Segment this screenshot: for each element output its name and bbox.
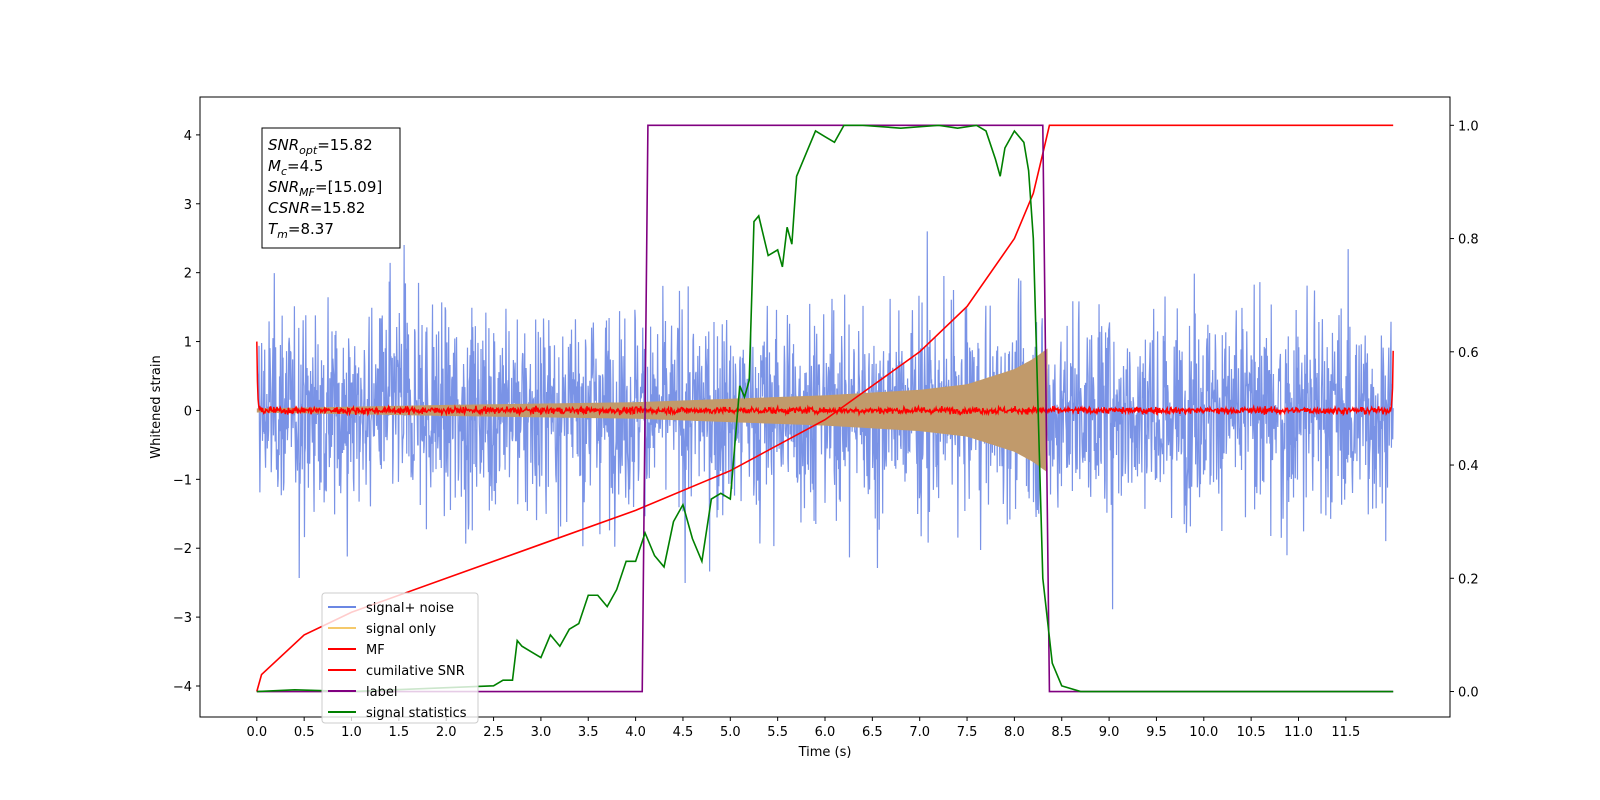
x-tick-label: 7.5 <box>957 725 978 740</box>
x-tick-label: 2.0 <box>436 725 457 740</box>
x-tick-label: 8.5 <box>1051 725 1072 740</box>
y-axis-right: 0.0 0.2 0.4 0.6 0.8 1.0 <box>1450 119 1479 701</box>
y-right-tick-label: 0.0 <box>1458 686 1479 701</box>
y-left-tick-label: 4 <box>184 129 192 144</box>
annotation-line: CSNR=15.82 <box>268 199 365 217</box>
x-tick-label: 0.5 <box>294 725 315 740</box>
x-tick-label: 1.0 <box>341 725 362 740</box>
x-tick-label: 4.5 <box>673 725 694 740</box>
x-tick-label: 9.0 <box>1099 725 1120 740</box>
x-tick-label: 3.0 <box>531 725 552 740</box>
x-tick-label: 1.5 <box>389 725 410 740</box>
x-tick-label: 6.5 <box>862 725 883 740</box>
x-tick-label: 7.0 <box>909 725 930 740</box>
y-left-tick-label: 2 <box>184 267 192 282</box>
series-signal-noise-line <box>256 231 1394 610</box>
x-tick-label: 2.5 <box>483 725 504 740</box>
legend-label-cumilative-snr: cumilative SNR <box>366 664 465 679</box>
y-axis-label: Whitened strain <box>149 355 164 458</box>
y-left-tick-label: −4 <box>173 680 192 695</box>
x-tick-label: 6.0 <box>815 725 836 740</box>
x-tick-label: 8.0 <box>1004 725 1025 740</box>
x-tick-label: 5.5 <box>767 725 788 740</box>
x-tick-label: 5.0 <box>720 725 741 740</box>
annotation-line: Tm=8.37 <box>268 220 334 241</box>
y-left-tick-label: −3 <box>173 611 192 626</box>
legend-label-signal-only: signal only <box>366 622 436 637</box>
y-left-tick-label: 1 <box>184 336 192 351</box>
x-tick-label: 4.0 <box>625 725 646 740</box>
legend-frame <box>321 592 479 724</box>
x-axis: 0.0 0.5 1.0 1.5 2.0 2.5 3.0 3.5 4.0 4.5 5.0 5.5 6.0 6… <box>246 717 1360 740</box>
legend-label-label: label <box>366 685 397 700</box>
parameter-annotation-box: SNRopt=15.82Mc=4.5SNRMF=[15.09]CSNR=15.8… <box>261 127 401 249</box>
annotation-frame <box>261 127 401 249</box>
y-right-tick-label: 0.8 <box>1458 233 1479 248</box>
y-left-tick-label: 3 <box>184 198 192 213</box>
series-signal-statistics-line <box>256 124 1394 693</box>
x-axis-label: Time (s) <box>798 745 852 760</box>
annotation-line: SNRopt=15.82 <box>268 136 373 157</box>
y-left-tick-label: −2 <box>173 542 192 557</box>
legend-label-signal-statistics: signal statistics <box>366 706 467 721</box>
legend: signal+ noise signal only MF cumilative SNR… <box>321 592 479 724</box>
x-tick-label: 9.5 <box>1146 725 1167 740</box>
legend-label-signal-noise: signal+ noise <box>366 601 454 616</box>
y-axis-left: −4 −3 −2 −1 0 1 2 3 4 <box>173 129 200 695</box>
x-tick-label: 0.0 <box>246 725 267 740</box>
y-left-tick-label: −1 <box>173 473 192 488</box>
y-right-tick-label: 0.4 <box>1458 459 1479 474</box>
x-tick-label: 10.5 <box>1237 725 1266 740</box>
y-left-tick-label: 0 <box>184 404 192 419</box>
annotation-line: SNRMF=[15.09] <box>268 178 382 199</box>
y-right-tick-label: 0.6 <box>1458 346 1479 361</box>
x-tick-label: 10.0 <box>1189 725 1218 740</box>
y-right-tick-label: 0.2 <box>1458 572 1479 587</box>
x-tick-label: 11.5 <box>1331 725 1360 740</box>
legend-label-mf: MF <box>366 643 385 658</box>
annotation-line: Mc=4.5 <box>268 157 323 178</box>
series-mf-line <box>256 341 1394 417</box>
x-tick-label: 11.0 <box>1284 725 1313 740</box>
y-right-tick-label: 1.0 <box>1458 119 1479 134</box>
x-tick-label: 3.5 <box>578 725 599 740</box>
